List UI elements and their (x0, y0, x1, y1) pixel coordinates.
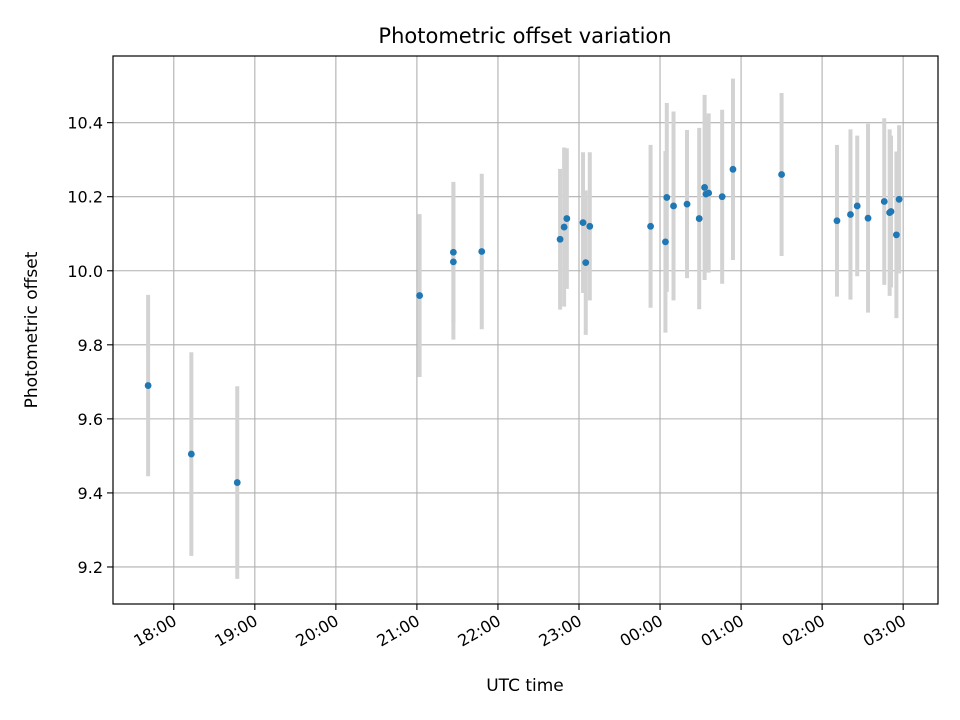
data-point (586, 222, 594, 230)
data-point (695, 215, 703, 222)
x-axis-label: UTC time (486, 676, 564, 696)
grid (113, 56, 938, 604)
data-point (582, 259, 590, 267)
data-point (647, 222, 654, 230)
data-point (892, 231, 900, 239)
data-point (670, 202, 677, 210)
y-tick-label: 10.2 (67, 188, 103, 207)
chart-title: Photometric offset variation (378, 24, 671, 48)
data-point (718, 193, 726, 201)
y-tick-label: 10.0 (67, 262, 103, 281)
data-point (663, 194, 671, 201)
data-point (449, 248, 457, 256)
data-point (449, 258, 457, 266)
data-point (729, 165, 737, 173)
data-point (880, 198, 888, 205)
plot-area (113, 56, 938, 604)
y-axis-label: Photometric offset (22, 251, 42, 408)
data-point (187, 450, 195, 458)
data-point (144, 382, 152, 389)
y-tick-label: 9.6 (78, 410, 103, 429)
data-point (895, 195, 903, 203)
data-point (701, 184, 709, 191)
data-point (563, 215, 571, 222)
data-point (683, 200, 691, 208)
y-axis-ticks: 9.2 9.4 9.6 9.8 10.0 10.2 10.4 (67, 114, 113, 577)
data-point (556, 235, 564, 243)
data-point (478, 248, 486, 255)
y-tick-label: 9.4 (78, 484, 103, 503)
data-point (416, 292, 424, 299)
data-point (887, 208, 895, 215)
y-tick-label: 9.8 (78, 336, 103, 355)
data-point (853, 202, 861, 210)
data-point (705, 189, 713, 197)
data-point (847, 211, 854, 218)
data-points (144, 165, 903, 486)
y-tick-label: 9.2 (78, 558, 103, 577)
data-point (233, 479, 241, 486)
plot-frame (112, 55, 939, 605)
data-point (579, 219, 587, 227)
data-point (662, 238, 669, 246)
data-point (778, 171, 785, 178)
data-point (560, 223, 568, 231)
y-tick-label: 10.4 (67, 114, 103, 133)
data-point (864, 214, 872, 222)
data-point (833, 217, 841, 225)
